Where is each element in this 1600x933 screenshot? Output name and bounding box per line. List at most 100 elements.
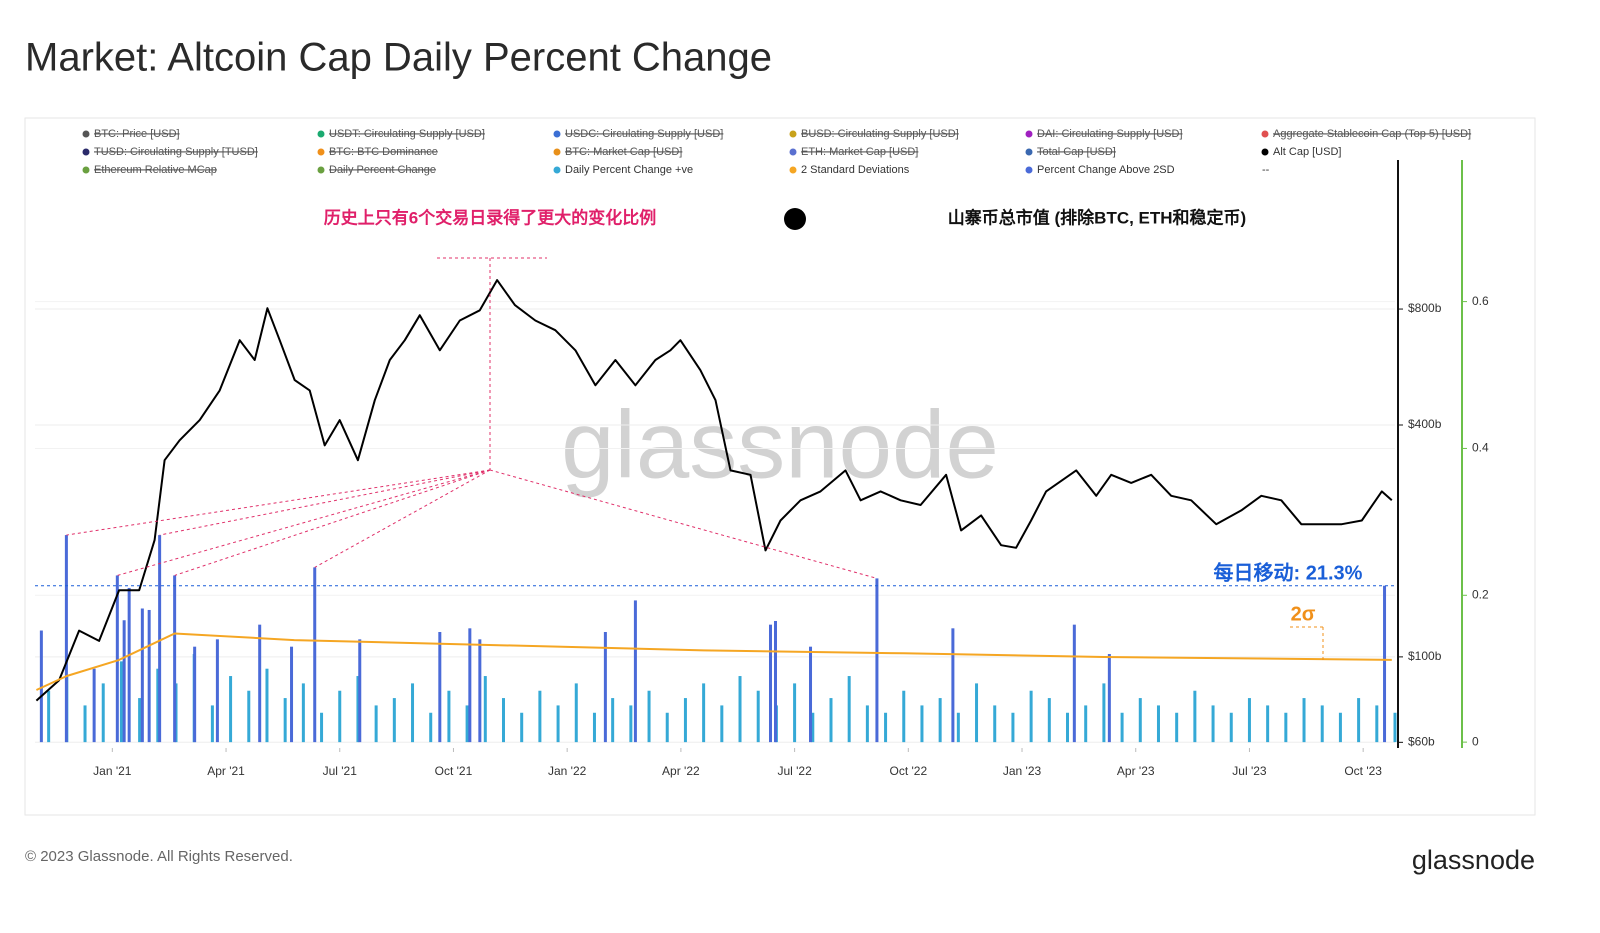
legend-label: -- (1262, 164, 1270, 176)
bar (127, 587, 131, 743)
legend-marker (317, 166, 325, 174)
x-tick-label: Jul '21 (323, 764, 358, 778)
bar (483, 676, 487, 743)
annotation-line (117, 469, 491, 576)
bar (1193, 690, 1197, 743)
x-tick-label: Apr '23 (1117, 764, 1155, 778)
legend-marker (82, 130, 90, 138)
y-tick-label: $400b (1408, 417, 1442, 431)
bar (556, 705, 560, 743)
bar (603, 631, 607, 743)
bar (338, 690, 342, 743)
annotation-line (174, 469, 491, 576)
legend-label: TUSD: Circulating Supply [TUSD] (94, 146, 258, 158)
bar (1375, 705, 1379, 743)
bar (1047, 698, 1051, 743)
y-tick-label: $100b (1408, 649, 1442, 663)
legend-marker (553, 130, 561, 138)
bar (158, 535, 162, 743)
x-tick-label: Apr '22 (662, 764, 700, 778)
bar (140, 608, 144, 743)
legend-label: Daily Percent Change +ve (565, 164, 693, 176)
bar (756, 690, 760, 743)
annotation: 山寨币总市值 (排除BTC, ETH和稳定币) (948, 207, 1246, 227)
x-tick-label: Oct '22 (889, 764, 927, 778)
y2-tick-label: 0.6 (1472, 294, 1489, 308)
bar (647, 690, 651, 743)
legend-marker (82, 148, 90, 156)
bar (1211, 705, 1215, 743)
bar (1302, 698, 1306, 743)
bar (884, 712, 888, 743)
legend-marker (1261, 148, 1269, 156)
legend-marker (317, 148, 325, 156)
y2-tick-label: 0.2 (1472, 587, 1489, 601)
bar (147, 609, 151, 743)
bar (122, 620, 126, 743)
annotation: 历史上只有6个交易日录得了更大的变化比例 (324, 207, 656, 227)
logo: glassnode (1412, 845, 1535, 875)
bar (793, 683, 797, 743)
annotation: 每日移动: 21.3% (1214, 560, 1363, 584)
y2-tick-label: 0.4 (1472, 441, 1489, 455)
bar (920, 705, 924, 743)
legend-label: ETH: Market Cap [USD] (801, 146, 918, 158)
bar (738, 676, 742, 743)
bar (1229, 712, 1233, 743)
bar (438, 631, 442, 743)
bar (313, 567, 317, 743)
line (35, 279, 1393, 702)
bar (975, 683, 979, 743)
legend-marker (789, 166, 797, 174)
legend-marker (1025, 148, 1033, 156)
bar (809, 646, 813, 743)
x-tick-label: Jan '22 (548, 764, 587, 778)
bar (173, 575, 177, 743)
legend-marker (1261, 130, 1269, 138)
bar (115, 575, 119, 743)
bar (156, 668, 160, 743)
legend-marker (82, 166, 90, 174)
legend-label: 2 Standard Deviations (801, 164, 910, 176)
legend-marker (317, 130, 325, 138)
bar (1029, 690, 1033, 743)
bar (993, 705, 997, 743)
bar (829, 698, 833, 743)
legend-label: Alt Cap [USD] (1273, 146, 1341, 158)
bar (1102, 683, 1106, 743)
y2-tick-label: 0 (1472, 734, 1479, 748)
bar (1320, 705, 1324, 743)
bar (1107, 654, 1111, 743)
line (35, 632, 1392, 691)
x-tick-label: Jan '21 (93, 764, 132, 778)
bar (720, 705, 724, 743)
bar (951, 628, 955, 743)
bar (358, 639, 362, 743)
legend-label: BTC: Price [USD] (94, 128, 180, 140)
bar (392, 698, 396, 743)
bar (265, 668, 269, 743)
bar (465, 705, 469, 743)
legend-marker (789, 148, 797, 156)
bar (1247, 698, 1251, 743)
annotation-line (489, 469, 878, 579)
bar (193, 646, 197, 743)
bar (1084, 705, 1088, 743)
bar (478, 639, 482, 743)
bar (501, 698, 505, 743)
legend-label: BTC: Market Cap [USD] (565, 146, 682, 158)
legend-marker (1025, 166, 1033, 174)
bar (902, 690, 906, 743)
bar (1072, 624, 1076, 743)
bar (773, 620, 777, 743)
bar (290, 646, 294, 743)
bar (429, 712, 433, 743)
legend-label: Daily Percent Change (329, 164, 436, 176)
bar (611, 698, 615, 743)
bar (1066, 712, 1070, 743)
bar (374, 705, 378, 743)
bar (229, 676, 233, 743)
bar (592, 712, 596, 743)
watermark: glassnode (561, 391, 999, 498)
legend-label: BTC: BTC Dominance (329, 146, 438, 158)
